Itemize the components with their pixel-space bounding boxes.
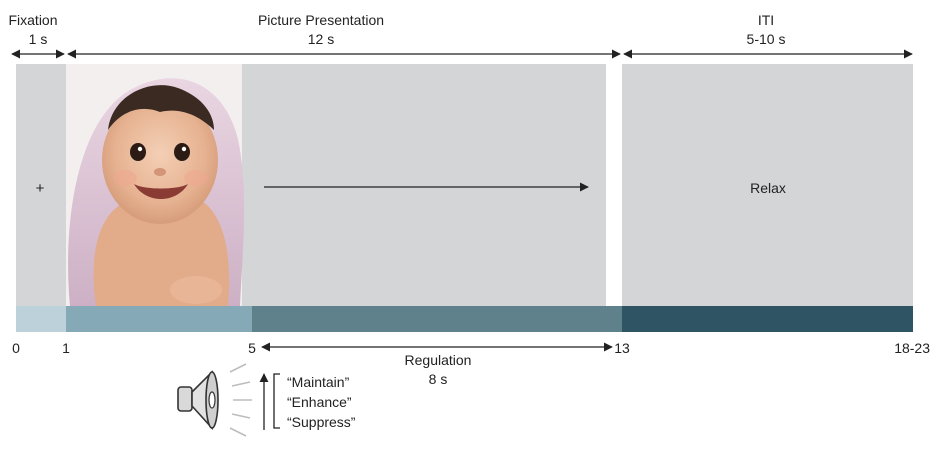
sound-waves: [229, 363, 252, 437]
tick-13: 13: [614, 340, 630, 356]
iti-label: ITI: [757, 12, 775, 28]
fixation-duration: 1 s: [28, 31, 48, 47]
picture-presentation-duration: 12 s: [307, 31, 335, 47]
regulation-duration: 8 s: [428, 371, 448, 387]
relax-text: Relax: [750, 180, 786, 196]
fixation-panel: [16, 64, 66, 306]
instruction-bracket: [273, 373, 280, 429]
fixation-cross: +: [35, 180, 45, 197]
picture-presentation-label: Picture Presentation: [257, 12, 385, 28]
timeline-bar-regulation: [252, 306, 622, 332]
timeline-bar-fixation: [16, 306, 66, 332]
iti-duration: 5-10 s: [746, 31, 786, 47]
tick-0: 0: [12, 340, 20, 356]
baby-photo: [66, 64, 245, 306]
tick-18-23: 18-23: [894, 340, 930, 356]
tick-1: 1: [62, 340, 70, 356]
timeline-bar-iti: [622, 306, 913, 332]
timeline-bar-picture: [66, 306, 252, 332]
regulation-label: Regulation: [404, 352, 472, 368]
instruction-maintain: “Maintain”: [287, 374, 350, 390]
speaker-icon: [177, 370, 219, 431]
iti-panel: [622, 64, 913, 306]
fixation-label: Fixation: [8, 12, 58, 28]
instruction-suppress: “Suppress”: [287, 414, 356, 430]
tick-5: 5: [248, 340, 256, 356]
instruction-enhance: “Enhance”: [287, 394, 352, 410]
